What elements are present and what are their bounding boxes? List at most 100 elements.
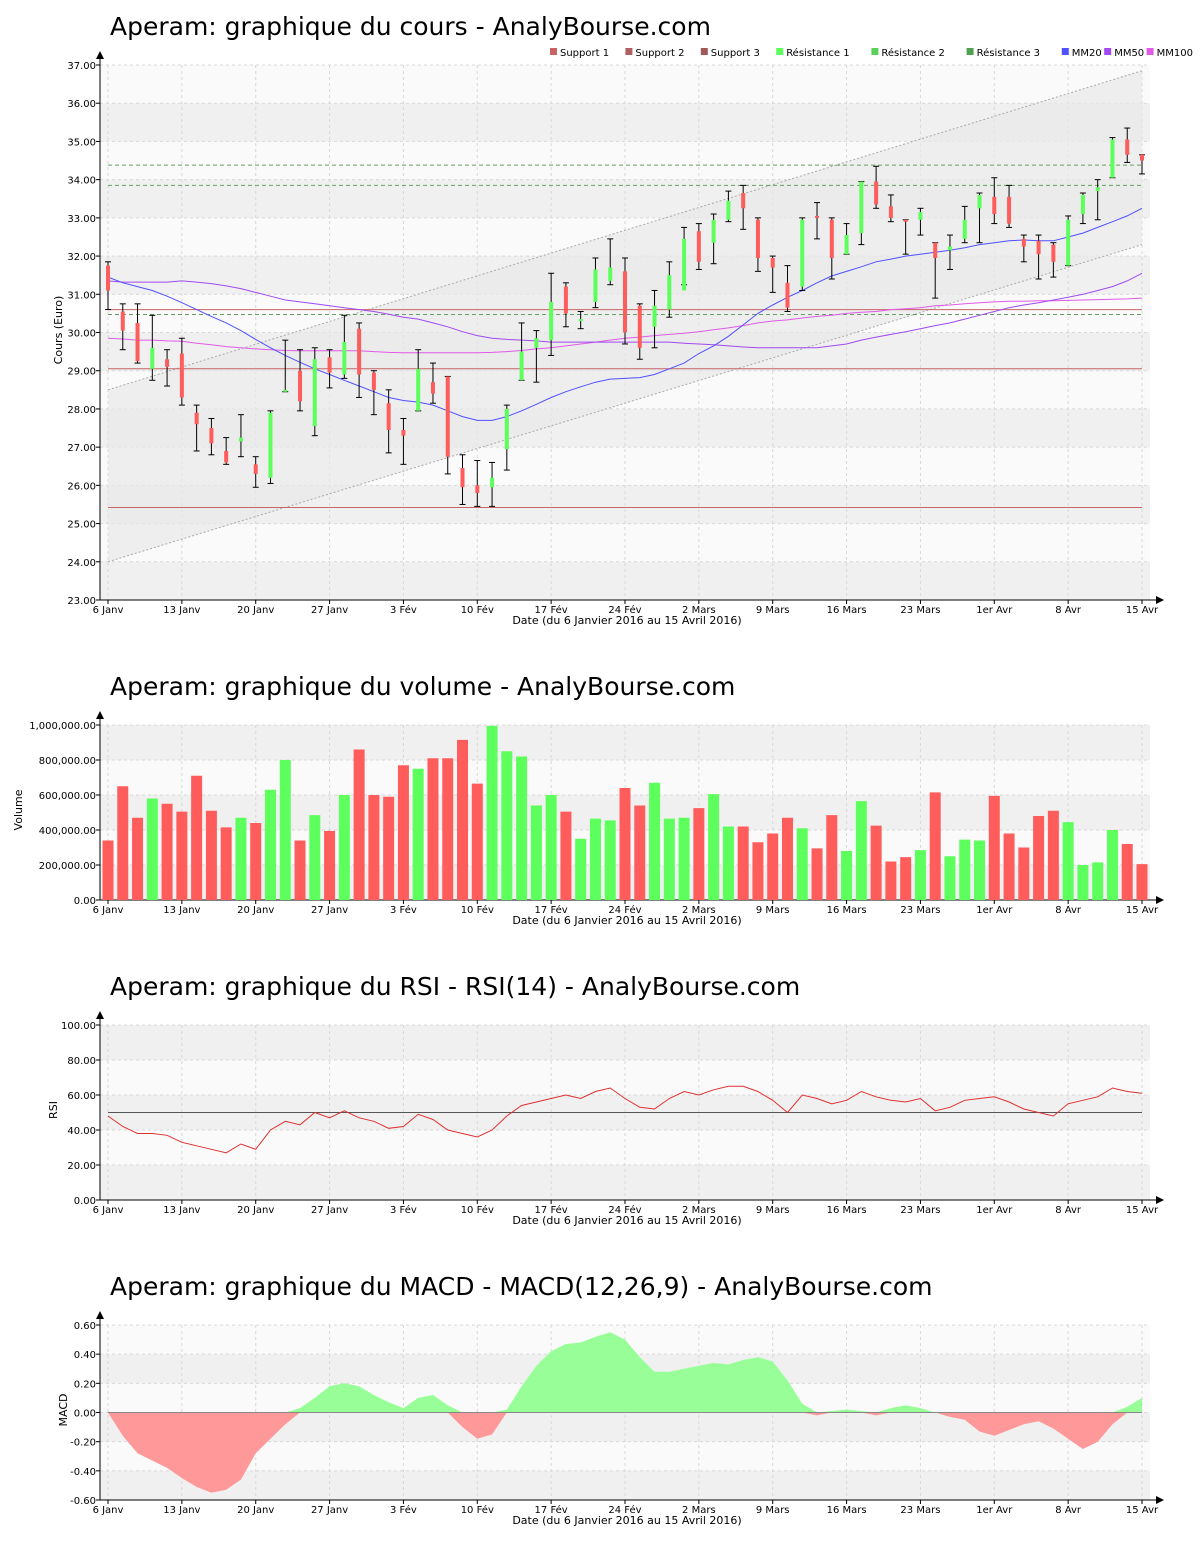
legend-swatch: [1104, 48, 1112, 55]
price-y-tick-label: 27.00: [67, 443, 96, 454]
rsi-x-axis-label: Date (du 6 Janvier 2016 au 15 Avril 2016…: [512, 1214, 741, 1227]
macd-x-tick-label: 15 Avr: [1126, 1505, 1159, 1516]
candle-body: [401, 429, 406, 436]
price-y-axis-label: Cours (Euro): [52, 296, 65, 365]
candle-body: [416, 368, 421, 411]
volume-bar: [988, 795, 1000, 900]
candle-body: [283, 389, 288, 392]
legend-swatch: [550, 48, 557, 55]
volume-bar: [205, 810, 217, 900]
volume-bar: [176, 811, 188, 900]
volume-bar: [530, 805, 542, 900]
volume-bar: [693, 808, 705, 900]
macd-negative-area: [108, 1412, 1142, 1493]
candle-body: [1007, 196, 1012, 224]
volume-x-tick-label: 2 Mars: [682, 905, 716, 916]
volume-bar: [575, 838, 587, 900]
volume-x-tick-label: 23 Mars: [900, 905, 940, 916]
candle-body: [224, 450, 229, 463]
candle-body: [903, 219, 908, 222]
candle-body: [519, 351, 524, 381]
candle-body: [150, 347, 155, 369]
candle-body: [371, 372, 376, 390]
price-y-tick-label: 31.00: [67, 290, 96, 301]
volume-bar: [1033, 816, 1045, 900]
rsi-x-tick-label: 8 Avr: [1055, 1205, 1082, 1216]
volume-bar: [619, 788, 631, 900]
volume-bar: [663, 818, 675, 900]
macd-x-tick-label: 8 Avr: [1055, 1505, 1082, 1516]
volume-bar: [264, 789, 276, 900]
macd-x-tick-label: 2 Mars: [682, 1505, 716, 1516]
rsi-y-tick-label: 20.00: [67, 1161, 96, 1172]
rsi-x-tick-label: 9 Mars: [756, 1205, 790, 1216]
macd-x-tick-label: 9 Mars: [756, 1505, 790, 1516]
volume-bar: [560, 811, 572, 900]
candle-body: [209, 428, 214, 444]
volume-bar: [235, 817, 247, 900]
volume-bar: [722, 826, 734, 900]
candle-body: [770, 257, 775, 268]
volume-bar: [486, 725, 498, 900]
candle-body: [194, 412, 199, 425]
macd-positive-area: [108, 1332, 1142, 1413]
candle-body: [1036, 240, 1041, 255]
volume-bar: [796, 828, 808, 900]
price-y-tick-label: 35.00: [67, 137, 96, 148]
candle-body: [460, 468, 465, 488]
candle-body: [327, 357, 332, 373]
legend-swatch: [871, 48, 879, 55]
candle-body: [741, 193, 746, 209]
price-x-tick-label: 24 Fév: [608, 604, 641, 616]
candle-body: [1066, 219, 1071, 266]
candle-body: [637, 305, 642, 348]
volume-bar: [811, 848, 823, 900]
candle-body: [859, 181, 864, 234]
price-y-tick-label: 24.00: [67, 558, 96, 569]
macd-x-tick-label: 1er Avr: [976, 1505, 1013, 1516]
candle-body: [386, 403, 391, 430]
rsi-y-axis-arrow: [96, 1011, 104, 1019]
legend-label: MM100: [1157, 48, 1193, 59]
price-y-tick-label: 37.00: [67, 61, 96, 72]
volume-band: [100, 725, 1150, 760]
volume-chart-title: Aperam: graphique du volume - AnalyBours…: [110, 672, 735, 701]
channel-upper-line: [107, 70, 1143, 391]
rsi-x-tick-label: 20 Janv: [237, 1205, 274, 1216]
candle-body: [785, 282, 790, 308]
candle-body: [1080, 194, 1085, 215]
price-y-tick-label: 25.00: [67, 520, 96, 531]
candle-body: [1095, 187, 1100, 192]
macd-chart: -0.60 -0.40 -0.20 0.00 0.20 0.40 0.60 6 Janv 13 …: [70, 1311, 1164, 1516]
candle-body: [563, 286, 568, 314]
candle-body: [534, 338, 539, 348]
legend-swatch: [776, 48, 784, 55]
rsi-y-tick-label: 0.00: [74, 1196, 96, 1207]
volume-bar: [383, 796, 395, 900]
macd-x-tick-label: 17 Fév: [535, 1504, 568, 1516]
volume-bar: [146, 798, 158, 900]
rsi-x-tick-label: 24 Fév: [608, 1204, 641, 1216]
volume-bar: [1062, 822, 1074, 900]
price-chart-title: Aperam: graphique du cours - AnalyBourse…: [110, 12, 711, 41]
legend-label: MM20: [1072, 48, 1102, 59]
candle-body: [711, 219, 716, 243]
candle-body: [977, 194, 982, 209]
volume-y-tick-label: 400,000.00: [39, 826, 96, 837]
volume-x-tick-label: 16 Mars: [827, 905, 867, 916]
volume-bar: [191, 775, 203, 900]
volume-bar: [752, 842, 764, 900]
candle-body: [755, 219, 760, 258]
volume-bar: [250, 823, 262, 900]
candle-body: [268, 412, 273, 478]
volume-bar: [855, 801, 867, 900]
candle-body: [238, 437, 243, 442]
volume-bar: [1018, 847, 1030, 900]
legend-swatch: [1146, 48, 1154, 55]
volume-x-tick-label: 20 Janv: [237, 905, 274, 916]
price-x-tick-label: 17 Fév: [535, 604, 568, 616]
volume-bar: [870, 825, 882, 900]
volume-y-tick-label: 0.00: [74, 896, 96, 907]
rsi-y-tick-label: 80.00: [67, 1056, 96, 1067]
price-y-tick-label: 33.00: [67, 214, 96, 225]
